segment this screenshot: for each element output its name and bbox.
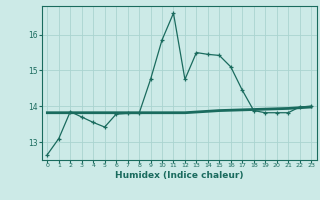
X-axis label: Humidex (Indice chaleur): Humidex (Indice chaleur): [115, 171, 244, 180]
